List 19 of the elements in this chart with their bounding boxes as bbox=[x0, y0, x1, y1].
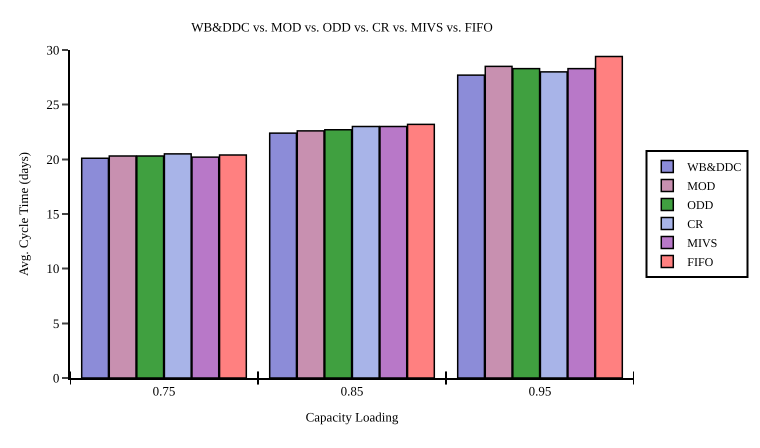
y-tick-label: 0 bbox=[52, 370, 60, 386]
legend-label: FIFO bbox=[687, 255, 714, 270]
y-axis-title: Avg. Cycle Time (days) bbox=[16, 152, 31, 276]
y-tick-label: 15 bbox=[46, 206, 60, 222]
legend-label: CR bbox=[687, 217, 704, 232]
legend-label: MOD bbox=[687, 179, 716, 194]
y-tick-label: 25 bbox=[46, 97, 60, 112]
legend-label: WB&DDC bbox=[687, 160, 742, 174]
y-tick-label: 20 bbox=[46, 152, 60, 167]
x-axis-title: Capacity Loading bbox=[306, 410, 399, 425]
x-tick-label: 0.95 bbox=[528, 384, 552, 399]
legend-label: ODD bbox=[687, 198, 714, 212]
y-tick-label: 30 bbox=[46, 42, 60, 58]
chart-title: WB&DDC vs. MOD vs. ODD vs. CR vs. MIVS vs. FIFO bbox=[191, 20, 493, 34]
legend-label: MIVS bbox=[687, 236, 718, 250]
y-tick-label: 5 bbox=[52, 316, 60, 331]
y-tick-label: 10 bbox=[46, 261, 60, 276]
x-tick-label: 0.75 bbox=[152, 384, 176, 399]
x-tick-label: 0.85 bbox=[340, 384, 364, 399]
